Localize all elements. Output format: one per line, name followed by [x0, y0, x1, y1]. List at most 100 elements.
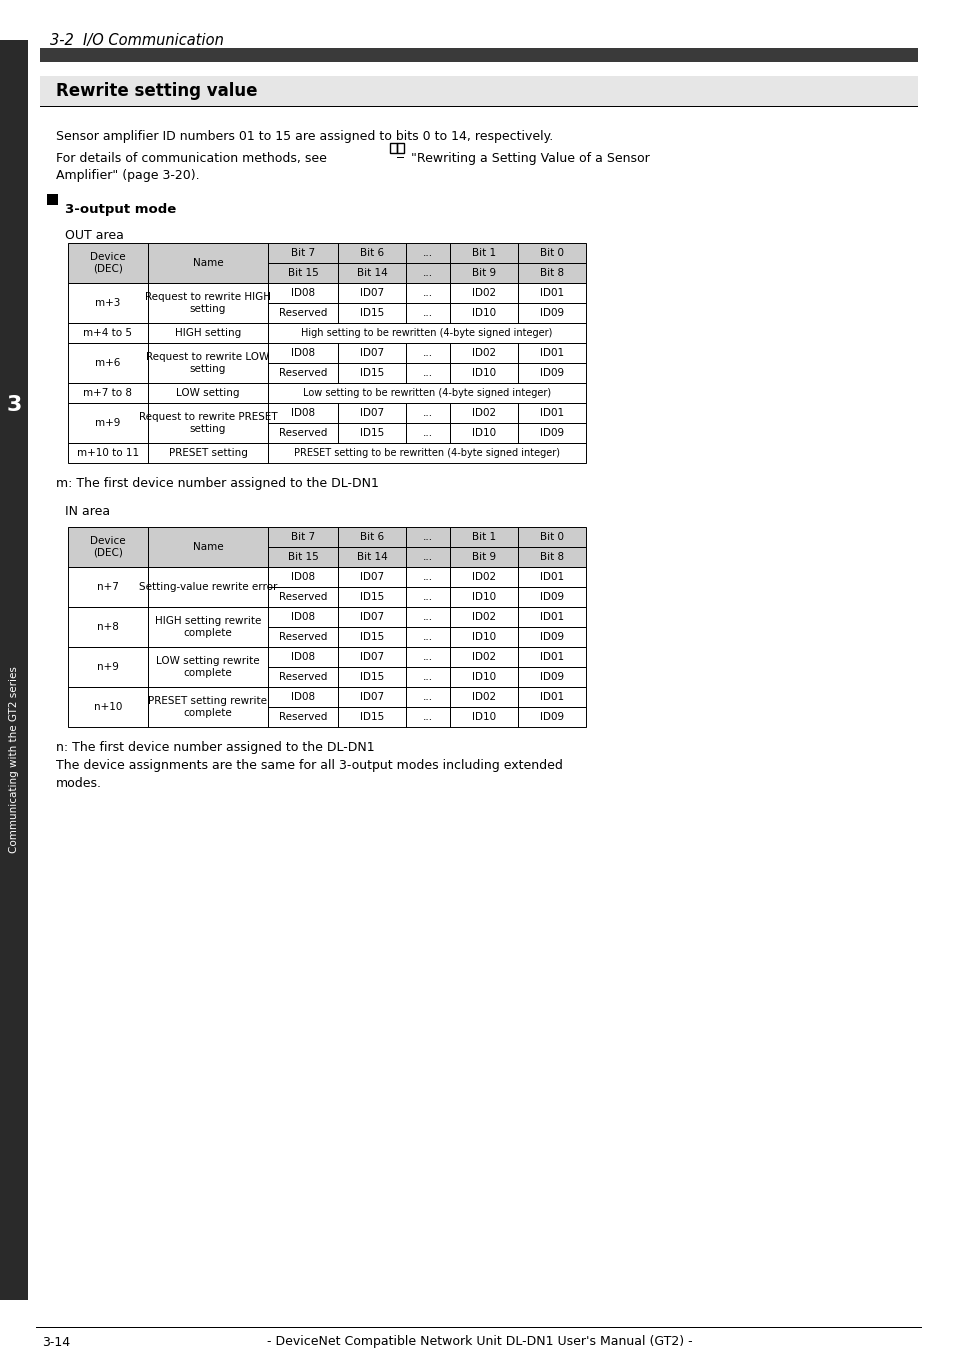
Text: ID08: ID08	[291, 408, 314, 418]
Bar	[148, 527, 268, 566]
Text: m+3: m+3	[95, 297, 121, 308]
Bar	[68, 383, 148, 403]
Bar	[517, 548, 585, 566]
Text: m+6: m+6	[95, 358, 121, 368]
Bar	[337, 687, 406, 707]
Bar	[268, 423, 337, 443]
Text: ...: ...	[422, 347, 433, 358]
Text: ID15: ID15	[359, 592, 384, 602]
Text: ID02: ID02	[472, 288, 496, 297]
Bar	[337, 243, 406, 264]
Bar	[268, 303, 337, 323]
Bar	[0, 380, 28, 430]
Text: n: The first device number assigned to the DL-DN1: n: The first device number assigned to t…	[56, 741, 375, 754]
Bar	[406, 423, 450, 443]
Text: ...: ...	[422, 429, 433, 438]
Text: ...: ...	[422, 592, 433, 602]
Text: ID09: ID09	[539, 368, 563, 379]
Bar	[40, 105, 917, 107]
Bar	[450, 343, 517, 362]
Bar	[517, 707, 585, 727]
Bar	[148, 527, 268, 566]
Text: ID07: ID07	[359, 288, 384, 297]
Bar	[148, 566, 268, 607]
Bar	[517, 648, 585, 667]
Text: ID01: ID01	[539, 347, 563, 358]
Text: ...: ...	[422, 247, 433, 258]
Text: ...: ...	[422, 692, 433, 702]
Text: ID01: ID01	[539, 572, 563, 581]
Bar	[450, 548, 517, 566]
Bar	[337, 527, 406, 548]
Bar	[517, 264, 585, 283]
Text: ID02: ID02	[472, 347, 496, 358]
Bar	[268, 443, 585, 462]
Text: ID02: ID02	[472, 572, 496, 581]
Bar	[268, 607, 337, 627]
Bar	[517, 403, 585, 423]
Text: ...: ...	[422, 288, 433, 297]
Bar	[68, 343, 148, 383]
Text: ID15: ID15	[359, 429, 384, 438]
Text: For details of communication methods, see: For details of communication methods, se…	[56, 151, 331, 165]
Bar	[337, 303, 406, 323]
Text: Device
(DEC): Device (DEC)	[91, 253, 126, 274]
Text: ID10: ID10	[472, 672, 496, 681]
Text: Bit 7: Bit 7	[291, 247, 314, 258]
Text: Communicating with the GT2 series: Communicating with the GT2 series	[9, 667, 19, 853]
Bar	[406, 587, 450, 607]
Bar	[68, 527, 148, 566]
Text: Reserved: Reserved	[278, 592, 327, 602]
Text: HIGH setting rewrite
complete: HIGH setting rewrite complete	[154, 617, 261, 638]
Bar	[268, 566, 337, 587]
Text: Name: Name	[193, 258, 223, 268]
Text: ID01: ID01	[539, 612, 563, 622]
Text: ID02: ID02	[472, 408, 496, 418]
Bar	[450, 687, 517, 707]
Text: Name: Name	[193, 542, 223, 552]
Bar	[148, 648, 268, 687]
Bar	[0, 41, 28, 1301]
Bar	[517, 423, 585, 443]
Bar	[406, 687, 450, 707]
Text: ID02: ID02	[472, 692, 496, 702]
Bar	[40, 76, 917, 105]
Bar	[337, 548, 406, 566]
Text: Request to rewrite HIGH
setting: Request to rewrite HIGH setting	[145, 292, 271, 314]
Bar	[517, 627, 585, 648]
Bar	[450, 423, 517, 443]
Text: ...: ...	[422, 652, 433, 662]
Bar	[450, 548, 517, 566]
Bar	[406, 627, 450, 648]
Bar	[337, 283, 406, 303]
Text: ID07: ID07	[359, 652, 384, 662]
Bar	[148, 323, 268, 343]
Text: ID15: ID15	[359, 308, 384, 318]
Bar	[268, 343, 337, 362]
Text: ID10: ID10	[472, 592, 496, 602]
Bar	[406, 283, 450, 303]
Bar	[337, 423, 406, 443]
Bar	[337, 587, 406, 607]
Bar	[517, 343, 585, 362]
Text: Bit 6: Bit 6	[359, 247, 384, 258]
Text: ID01: ID01	[539, 652, 563, 662]
Bar	[148, 607, 268, 648]
Bar	[268, 707, 337, 727]
Bar	[450, 607, 517, 627]
Bar	[68, 283, 148, 323]
Text: Reserved: Reserved	[278, 713, 327, 722]
Bar	[517, 527, 585, 548]
Text: Bit 8: Bit 8	[539, 268, 563, 279]
Text: ID08: ID08	[291, 612, 314, 622]
Text: ID07: ID07	[359, 347, 384, 358]
Bar	[68, 648, 148, 687]
Bar	[396, 143, 403, 153]
Text: Reserved: Reserved	[278, 429, 327, 438]
Bar	[406, 707, 450, 727]
Text: ID01: ID01	[539, 408, 563, 418]
Text: ...: ...	[422, 572, 433, 581]
Text: ID09: ID09	[539, 592, 563, 602]
Text: LOW setting: LOW setting	[176, 388, 239, 397]
Bar	[406, 548, 450, 566]
